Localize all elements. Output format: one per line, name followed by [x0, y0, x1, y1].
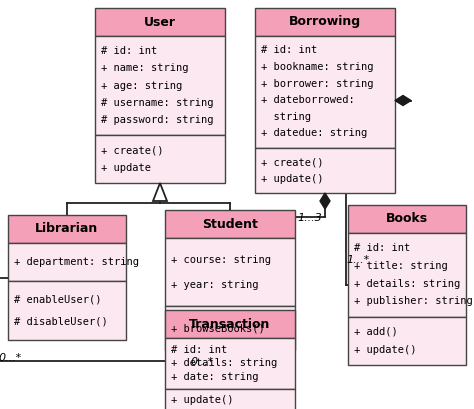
Text: + title: string: + title: string [354, 261, 448, 271]
Text: Transaction: Transaction [189, 317, 271, 330]
Polygon shape [153, 183, 167, 201]
Text: + update: + update [101, 163, 151, 173]
Text: + course: string: + course: string [171, 255, 271, 265]
Text: 0...*: 0...* [0, 353, 21, 363]
Text: # id: int: # id: int [354, 243, 410, 253]
Text: # id: int: # id: int [171, 345, 227, 355]
Bar [255, 8, 395, 36]
Text: Librarian: Librarian [36, 222, 99, 236]
Text: + dateborrowed:: + dateborrowed: [261, 95, 355, 105]
Text: + details: string: + details: string [354, 279, 460, 289]
Text: 1...3: 1...3 [297, 213, 322, 223]
Text: + create(): + create() [261, 157, 323, 167]
Text: # id: int: # id: int [261, 45, 317, 55]
Bar [255, 36, 395, 148]
Bar [165, 238, 295, 306]
Bar [95, 8, 225, 36]
Bar [255, 148, 395, 193]
Text: + add(): + add() [354, 327, 398, 337]
Polygon shape [320, 193, 330, 209]
Text: Books: Books [386, 213, 428, 225]
Text: + update(): + update() [171, 395, 234, 405]
Text: + publisher: string: + publisher: string [354, 296, 473, 306]
Text: # id: int: # id: int [101, 46, 157, 56]
Bar [95, 36, 225, 135]
Bar [165, 338, 295, 389]
Text: + details: string: + details: string [171, 358, 277, 368]
Text: # disableUser(): # disableUser() [14, 316, 108, 326]
Text: + bookname: string: + bookname: string [261, 62, 374, 72]
Text: 1...*: 1...* [346, 255, 369, 265]
Text: + age: string: + age: string [101, 81, 182, 91]
Text: + update(): + update() [354, 345, 417, 355]
Text: + datedue: string: + datedue: string [261, 128, 367, 138]
Polygon shape [395, 95, 411, 106]
Bar [165, 310, 295, 338]
Bar [165, 210, 295, 238]
Text: Borrowing: Borrowing [289, 16, 361, 29]
Text: + update(): + update() [261, 173, 323, 184]
Bar [348, 205, 466, 233]
Text: string: string [261, 112, 311, 121]
Text: + date: string: + date: string [171, 372, 258, 382]
Text: # username: string: # username: string [101, 98, 213, 108]
Text: + department: string: + department: string [14, 257, 139, 267]
Bar [8, 215, 126, 243]
Bar [8, 281, 126, 340]
Bar [95, 135, 225, 183]
Bar [8, 243, 126, 281]
Text: + borrower: string: + borrower: string [261, 79, 374, 88]
Bar [348, 317, 466, 365]
Text: + name: string: + name: string [101, 63, 189, 74]
Text: + create(): + create() [101, 146, 164, 155]
Bar [165, 306, 295, 350]
Text: + year: string: + year: string [171, 280, 258, 290]
Text: + browseBooks(): + browseBooks() [171, 323, 265, 333]
Text: # enableUser(): # enableUser() [14, 294, 101, 305]
Text: # password: string: # password: string [101, 115, 213, 126]
Text: Student: Student [202, 218, 258, 231]
Bar [348, 233, 466, 317]
Text: User: User [144, 16, 176, 29]
Text: 0...*: 0...* [190, 357, 213, 367]
Bar [165, 389, 295, 409]
